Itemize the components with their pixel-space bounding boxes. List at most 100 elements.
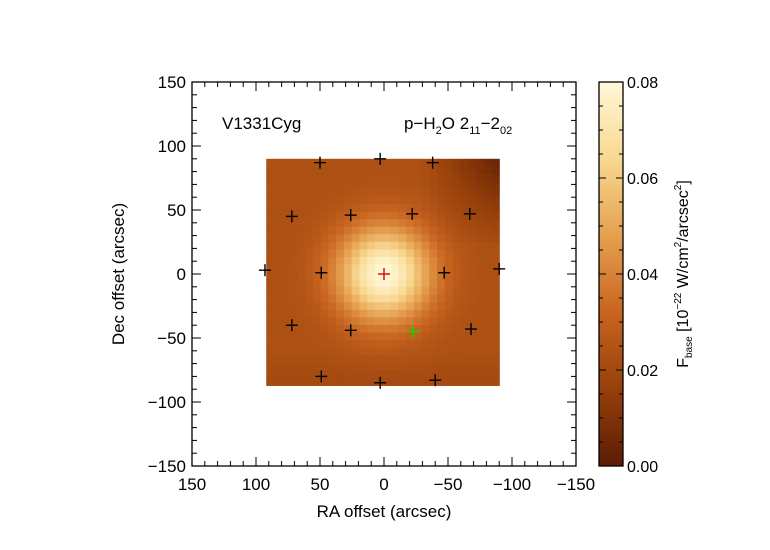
- heatmap-cell: [281, 309, 291, 318]
- heatmap-cell: [343, 219, 353, 228]
- colorbar-tick-label: 0.04: [627, 267, 658, 284]
- heatmap-cell: [483, 181, 493, 190]
- heatmap-cell: [460, 234, 469, 243]
- heatmap-cell: [491, 355, 500, 364]
- heatmap-cell: [343, 347, 353, 356]
- heatmap-cell: [398, 204, 407, 213]
- heatmap-cell: [390, 324, 399, 334]
- heatmap-cell: [289, 272, 298, 281]
- heatmap-cell: [336, 204, 345, 213]
- colorbar-tick-label: 0.02: [627, 363, 658, 380]
- heatmap-cell: [452, 302, 461, 311]
- heatmap-cell: [274, 355, 283, 364]
- heatmap-cell: [367, 370, 376, 379]
- heatmap-cell: [374, 317, 384, 326]
- heatmap-cell: [351, 377, 361, 386]
- heatmap-cell: [382, 264, 392, 273]
- heatmap-cell: [312, 196, 322, 205]
- heatmap-cell: [336, 347, 345, 356]
- heatmap-cell: [452, 196, 461, 205]
- heatmap-cell: [390, 355, 399, 364]
- heatmap-cell: [413, 256, 423, 266]
- heatmap-cell: [297, 324, 306, 334]
- heatmap-cell: [359, 264, 368, 273]
- heatmap-cell: [351, 204, 361, 213]
- heatmap-cell: [390, 211, 399, 220]
- heatmap-cell: [491, 166, 500, 175]
- heatmap-cell: [289, 241, 298, 251]
- heatmap-cell: [374, 279, 384, 288]
- heatmap-cell: [320, 264, 329, 273]
- heatmap-cell: [367, 279, 376, 288]
- heatmap-cell: [359, 204, 368, 213]
- heatmap-cell: [351, 272, 361, 281]
- heatmap-cell: [320, 226, 329, 235]
- heatmap-cell: [336, 287, 345, 296]
- heatmap-cell: [444, 173, 454, 183]
- heatmap-cell: [266, 166, 275, 175]
- heatmap-cell: [343, 249, 353, 258]
- heatmap-cell: [483, 226, 493, 235]
- heatmap-cell: [359, 272, 368, 281]
- heatmap-cell: [413, 241, 423, 251]
- heatmap-cell: [390, 158, 399, 167]
- heatmap-cell: [359, 166, 368, 175]
- heatmap-cell: [398, 249, 407, 258]
- heatmap-cell: [359, 226, 368, 235]
- spaxel-marker: [285, 319, 298, 332]
- heatmap-cell: [367, 287, 376, 296]
- heatmap-cell: [343, 324, 353, 334]
- heatmap-cell: [444, 309, 454, 318]
- heatmap-cell: [281, 287, 291, 296]
- heatmap-cell: [398, 347, 407, 356]
- heatmap-cell: [382, 362, 392, 371]
- heatmap-cell: [413, 264, 423, 273]
- heatmap-cell: [468, 340, 477, 349]
- colorbar-tick-label: 0.06: [627, 171, 658, 188]
- heatmap-cell: [289, 204, 298, 213]
- x-ticks: 150 100 50 0 −50 −100 −150: [178, 82, 595, 494]
- spaxel-marker: [406, 207, 419, 220]
- heatmap-cell: [475, 272, 485, 281]
- heatmap-cell: [289, 264, 298, 273]
- heatmap-cell: [444, 370, 454, 379]
- heatmap-cell: [429, 196, 438, 205]
- heatmap-cell: [460, 279, 469, 288]
- heatmap-cell: [413, 340, 423, 349]
- heatmap-cell: [444, 347, 454, 356]
- heatmap-cell: [320, 370, 329, 379]
- heatmap-cell: [367, 347, 376, 356]
- heatmap-cell: [413, 219, 423, 228]
- colorbar-label-main: F: [675, 358, 692, 368]
- heatmap-cell: [343, 362, 353, 371]
- heatmap-cell: [312, 324, 322, 334]
- heatmap-cell: [281, 362, 291, 371]
- heatmap-cell: [367, 355, 376, 364]
- heatmap-cell: [398, 219, 407, 228]
- heatmap-cell: [413, 362, 423, 371]
- heatmap-cell: [398, 234, 407, 243]
- heatmap-cell: [483, 204, 493, 213]
- heatmap-cell: [452, 324, 461, 334]
- heatmap-cell: [468, 234, 477, 243]
- heatmap-cell: [460, 226, 469, 235]
- heatmap-cell: [475, 340, 485, 349]
- heatmap-cell: [413, 370, 423, 379]
- heatmap-cell: [460, 332, 469, 341]
- heatmap-cell: [336, 362, 345, 371]
- heatmap-cell: [343, 166, 353, 175]
- heatmap-cell: [320, 272, 329, 281]
- heatmap-cell: [359, 324, 368, 334]
- heatmap-cell: [367, 264, 376, 273]
- heatmap-cell: [266, 226, 275, 235]
- heatmap-cell: [359, 302, 368, 311]
- heatmap-cell: [452, 211, 461, 220]
- heatmap-cell: [289, 181, 298, 190]
- heatmap-cell: [328, 256, 337, 266]
- heatmap-cell: [437, 347, 446, 356]
- heatmap-cell: [266, 317, 275, 326]
- heatmap-cell: [274, 324, 283, 334]
- heatmap-cell: [336, 302, 345, 311]
- line-label-sub3: 02: [500, 125, 512, 137]
- heatmap-cell: [444, 189, 454, 198]
